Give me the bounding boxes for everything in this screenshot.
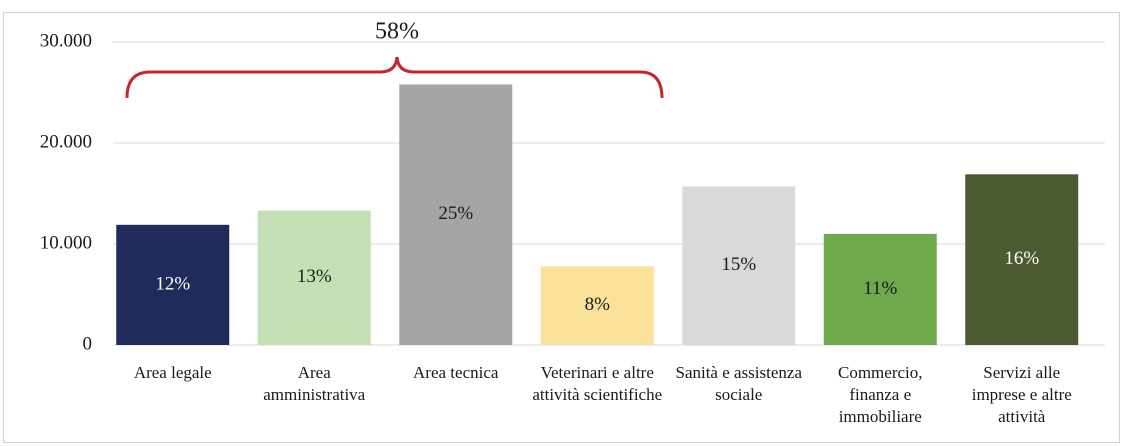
y-tick-label: 10.000 [40,232,92,253]
y-tick-label: 0 [83,333,93,354]
bar [823,233,937,345]
x-tick-label: Area amministrativa [263,363,366,404]
chart-frame [3,12,1120,443]
x-tick-label: Area tecnica [413,363,499,382]
data-label: 13% [297,266,332,287]
bracket [125,56,664,99]
y-tick-label: 30.000 [40,30,92,51]
bar [116,224,230,345]
bar [540,266,654,345]
bar [965,174,1079,345]
data-label: 15% [721,254,756,275]
x-tick-label: Commercio, finanza e immobiliare [837,363,923,426]
y-tick-label: 20.000 [40,131,92,152]
x-tick-label: Area legale [133,363,212,382]
bar [682,186,796,345]
data-label: 25% [438,203,473,224]
x-tick-label: Sanità e assistenza sociale [675,363,802,404]
bar [399,84,513,346]
data-label: 11% [863,278,897,299]
x-tick-label: Veterinari e altre attività scientifiche [532,363,663,404]
bracket-label: 58% [375,19,419,45]
x-tick-label: Servizi alle imprese e altre attività [971,363,1072,426]
data-label: 8% [585,294,611,315]
data-label: 12% [155,273,190,294]
data-label: 16% [1004,248,1039,269]
bar [257,210,371,345]
